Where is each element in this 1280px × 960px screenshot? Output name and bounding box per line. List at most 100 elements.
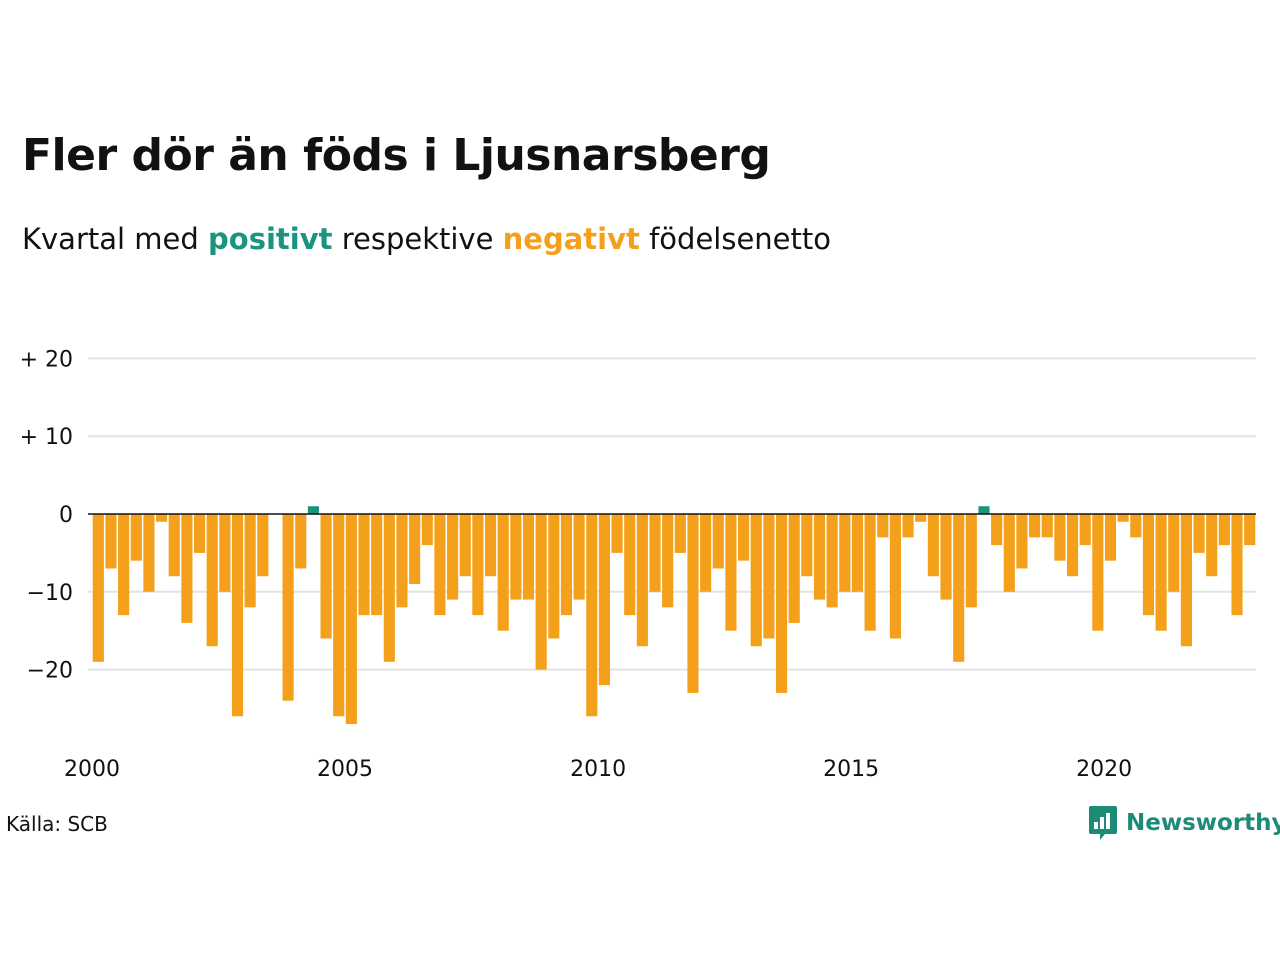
bar [725, 514, 737, 631]
bar [813, 514, 826, 600]
subtitle-suffix: födelsenetto [639, 222, 831, 256]
bar [1079, 514, 1091, 546]
bar [877, 514, 889, 538]
y-tick-label: 0 [59, 503, 73, 528]
bar [1206, 514, 1218, 577]
bar [143, 514, 155, 592]
newsworthy-logo-text: Newsworthy [1126, 810, 1280, 836]
x-axis-labels: 2000 2005 2010 2015 2020 [64, 757, 1132, 782]
bar [421, 514, 433, 546]
bars [88, 506, 1256, 725]
bar [978, 506, 990, 514]
bar [927, 514, 939, 577]
bar [775, 514, 788, 693]
subtitle-middle: respektive [332, 222, 503, 256]
bar [105, 514, 117, 569]
bar [522, 514, 535, 600]
bar [573, 514, 585, 600]
bar [447, 514, 459, 600]
bar [295, 514, 307, 569]
x-tick-label: 2000 [64, 757, 120, 782]
bar [636, 514, 648, 647]
bar [889, 514, 901, 639]
chart-subtitle: Kvartal med positivt respektive negativt… [22, 222, 831, 256]
bar [851, 514, 864, 592]
bar [282, 514, 294, 701]
bar [1168, 514, 1180, 592]
bar [548, 514, 560, 639]
bar [1117, 514, 1129, 522]
bar [156, 514, 168, 522]
bar [1244, 514, 1256, 546]
bar [953, 514, 965, 662]
bar [1003, 514, 1015, 592]
bar [1029, 514, 1041, 538]
bar [371, 514, 383, 616]
bar [611, 514, 623, 553]
bar [510, 514, 522, 600]
newsworthy-logo-icon [1089, 806, 1117, 840]
subtitle-prefix: Kvartal med [22, 222, 209, 256]
bar [991, 514, 1003, 546]
y-tick-label: + 20 [20, 347, 73, 372]
bar-chart: + 20 + 10 0 −10 −20 2000 2005 2010 2015 2020 [20, 347, 1256, 782]
bar [181, 514, 193, 623]
bar [763, 514, 775, 639]
y-tick-label: + 10 [20, 425, 73, 450]
bar [535, 514, 547, 670]
x-tick-label: 2015 [823, 757, 879, 782]
y-tick-label: −10 [27, 581, 73, 606]
bar [206, 514, 218, 647]
bar [712, 514, 724, 569]
bar [662, 514, 674, 608]
bar [193, 514, 206, 553]
y-tick-label: −20 [27, 659, 73, 684]
bar [244, 514, 256, 608]
bar [965, 514, 977, 608]
bar [586, 514, 598, 717]
x-tick-label: 2010 [570, 757, 626, 782]
bar [307, 506, 319, 514]
bar [345, 514, 357, 725]
chart-title: Fler dör än föds i Ljusnarsberg [22, 130, 771, 181]
bar [118, 514, 130, 616]
bar [231, 514, 244, 717]
bar [1016, 514, 1028, 569]
bar [700, 514, 712, 592]
bar [738, 514, 750, 561]
bar [1066, 514, 1079, 577]
bar [1193, 514, 1205, 553]
bar [1180, 514, 1192, 647]
bar [1104, 514, 1117, 561]
bar [687, 514, 699, 693]
bar [788, 514, 800, 623]
bar [358, 514, 370, 616]
subtitle-negative: negativt [502, 222, 640, 256]
bar [219, 514, 231, 592]
bar [484, 514, 497, 577]
bar [1092, 514, 1104, 631]
bar [1054, 514, 1066, 561]
bar [130, 514, 142, 561]
bar [409, 514, 421, 585]
bar [320, 514, 332, 639]
bar [459, 514, 471, 577]
bar [826, 514, 838, 608]
bar [396, 514, 408, 608]
bar [1155, 514, 1167, 631]
bar [92, 514, 104, 662]
bar [1130, 514, 1142, 538]
bar [902, 514, 914, 538]
bar [434, 514, 446, 616]
x-tick-label: 2005 [317, 757, 373, 782]
bar [1142, 514, 1155, 616]
bar [649, 514, 661, 592]
bar [1041, 514, 1053, 538]
bar [472, 514, 484, 616]
source-note: Källa: SCB [6, 812, 108, 836]
bar [598, 514, 610, 686]
bar [839, 514, 851, 592]
bar [801, 514, 813, 577]
bar [940, 514, 952, 600]
newsworthy-logo: Newsworthy [1088, 805, 1280, 841]
